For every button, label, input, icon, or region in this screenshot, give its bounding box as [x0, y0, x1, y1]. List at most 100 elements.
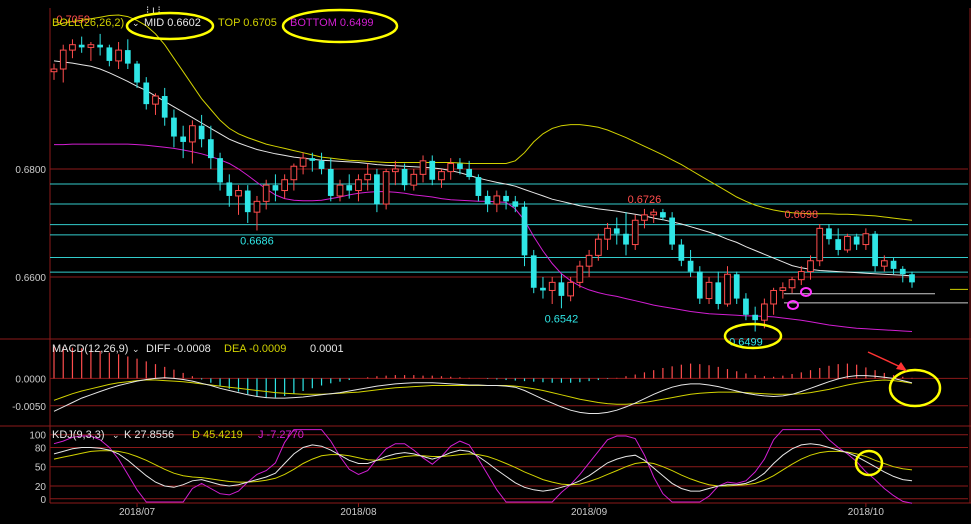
candle-body-up — [576, 265, 584, 283]
candle-body-up — [50, 68, 58, 73]
cursor-icon: ⁝ ı ⁝ — [146, 5, 161, 16]
candle-body-down — [207, 139, 214, 159]
candle-body-down — [327, 168, 334, 196]
candle-body-up — [262, 184, 270, 202]
candle-body-down — [743, 298, 749, 315]
kdj-y-tick-label: 80 — [35, 444, 47, 455]
annotation-ellipse-bottom — [281, 8, 399, 44]
annotation-circle-magenta-1 — [787, 300, 799, 310]
boll-mid-line — [53, 60, 913, 277]
candle-body-up — [355, 179, 362, 192]
candle-body-up — [69, 44, 76, 51]
chevron-down-icon[interactable]: ⌄ — [112, 430, 120, 440]
candle-body-down — [623, 233, 629, 245]
candle-body-up — [816, 227, 824, 262]
chevron-down-icon[interactable]: ⌄ — [132, 18, 140, 28]
candle-body-up — [779, 287, 787, 291]
boll-top-line — [53, 14, 913, 221]
kdj-y-tick-label: 50 — [35, 463, 47, 474]
macd-y-tick-label: 0.0000 — [15, 374, 46, 385]
y-tick-label: 0.6800 — [15, 165, 46, 176]
candle-body-down — [512, 201, 519, 207]
candle-body-down — [143, 82, 150, 105]
boll-bottom-line — [54, 143, 913, 332]
y-tick-label: 0.6600 — [15, 273, 46, 284]
candle-body-down — [678, 244, 685, 261]
candle-body-down — [161, 96, 168, 118]
annotation-ellipse-mid — [125, 11, 215, 41]
x-tick-label: 2018/07 — [119, 507, 156, 518]
candle-body-down — [272, 185, 279, 191]
candle-body-down — [78, 44, 85, 48]
price-annotation: 0.6726 — [628, 194, 662, 206]
annotation-ellipse-low — [723, 322, 783, 350]
kdj-d-line — [53, 450, 913, 487]
candle-body-down — [540, 287, 546, 291]
candle-body-down — [826, 228, 832, 240]
candle-body-up — [770, 289, 777, 305]
mid-label: MID 0.6602 — [144, 17, 201, 29]
candle-body-up — [235, 190, 242, 197]
candle-body-up — [650, 211, 658, 216]
candle-body-down — [853, 236, 860, 245]
candle-body-down — [687, 260, 694, 272]
candle-body-up — [631, 219, 639, 246]
candle-body-down — [503, 195, 509, 202]
candle-body-down — [475, 177, 482, 196]
macd-diff-line — [53, 375, 913, 414]
candle-body-up — [189, 125, 196, 143]
d-label: D 45.4219 — [192, 429, 243, 441]
price-annotation: 0.7059 — [56, 14, 90, 26]
candle-body-up — [253, 200, 261, 213]
candle-body-down — [97, 44, 103, 48]
candle-body-down — [909, 274, 915, 283]
candle-body-up — [115, 49, 122, 62]
boll-label: BOLL(26,26,2) — [52, 17, 124, 29]
kdj-k-line — [53, 443, 913, 492]
candle-body-down — [180, 136, 187, 142]
kdj-label: KDJ(9,3,3) — [52, 429, 105, 441]
chevron-down-icon[interactable]: ⌄ — [132, 344, 140, 354]
top-label: TOP 0.6705 — [218, 17, 277, 29]
diff-label: DIFF -0.0008 — [146, 343, 211, 355]
candle-body-up — [87, 44, 95, 48]
candle-body-up — [548, 281, 556, 291]
candle-body-down — [890, 260, 897, 269]
candle-body-down — [374, 174, 380, 205]
candle-body-up — [299, 157, 307, 167]
annotation-ellipse-macd — [888, 368, 942, 408]
candle-body-down — [134, 63, 140, 83]
candle-body-up — [797, 271, 805, 281]
candle-body-down — [872, 233, 878, 267]
candle-body-down — [660, 212, 666, 218]
candle-body-down — [466, 168, 473, 178]
annotation-arrow-head — [896, 362, 907, 371]
annotation-ellipse-kdj — [854, 449, 884, 477]
j-label: J -7.2770 — [258, 429, 304, 441]
candle-body-down — [669, 217, 675, 245]
dea-label: DEA -0.0009 — [224, 343, 286, 355]
kdj-y-tick-label: 20 — [35, 482, 47, 493]
candle-body-up — [844, 235, 851, 251]
x-tick-label: 2018/08 — [340, 507, 377, 518]
candle-body-down — [198, 125, 205, 140]
candle-body-down — [715, 282, 722, 304]
candle-body-up — [788, 279, 796, 289]
candle-body-up — [447, 163, 455, 173]
candle-body-up — [410, 173, 418, 186]
candle-body-up — [807, 260, 814, 273]
price-annotation: 0.6698 — [784, 209, 818, 221]
candle-body-down — [521, 206, 528, 256]
candle-body-up — [281, 179, 289, 192]
candle-body-down — [318, 160, 325, 169]
candle-body-down — [530, 255, 537, 288]
candle-body-up — [862, 233, 870, 246]
x-tick-label: 2018/09 — [571, 507, 608, 518]
kdj-j-line — [53, 429, 913, 504]
boll-legend: BOLL(26,26,2) ⌄ MID 0.6602 TOP 0.6705 BO… — [52, 5, 374, 29]
candle-body-down — [613, 228, 620, 234]
price-annotation: 0.6686 — [240, 236, 274, 248]
